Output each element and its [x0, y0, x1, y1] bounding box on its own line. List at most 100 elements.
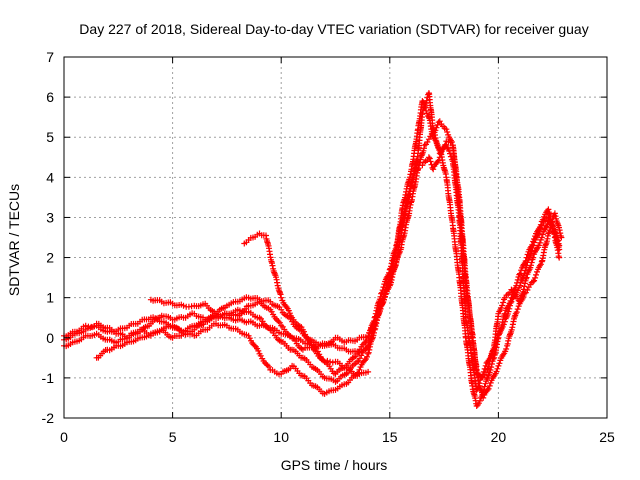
data-point-interp [514, 279, 520, 286]
x-tick-label: 0 [60, 429, 68, 445]
data-point-interp [379, 287, 386, 294]
data-point-interp [483, 376, 490, 383]
data-point-interp [435, 157, 442, 164]
data-point-interp [386, 269, 392, 276]
data-point-interp [386, 281, 393, 288]
data-point [486, 382, 493, 389]
x-tick-label: 10 [273, 429, 289, 445]
data-point-interp [372, 319, 378, 326]
data-point [378, 290, 385, 297]
data-point-interp [301, 328, 307, 335]
data-point-interp [476, 397, 483, 404]
data-point [436, 154, 443, 161]
data-point-interp [375, 311, 381, 318]
data-point [278, 294, 285, 301]
data-point [82, 322, 89, 329]
data-point [365, 368, 372, 375]
y-tick-label: 2 [46, 250, 54, 266]
data-point-interp [536, 239, 543, 246]
data-point-interp [516, 271, 523, 278]
data-point-interp [507, 302, 513, 309]
data-point-interp [537, 261, 544, 268]
data-point-interp [324, 357, 331, 364]
y-tick-label: 1 [46, 290, 54, 306]
data-point-interp [548, 221, 555, 228]
data-point-interp [448, 139, 455, 145]
y-tick-label: 5 [46, 129, 54, 145]
y-tick-label: -2 [42, 410, 55, 426]
data-point-interp [481, 383, 488, 390]
data-point-interp [423, 97, 430, 104]
data-point-interp [499, 302, 506, 309]
data-point [443, 126, 450, 133]
data-point-interp [539, 231, 546, 238]
data-point [530, 278, 537, 285]
data-point-interp [434, 121, 441, 128]
axis-ticks: 0 5 10 15 20 25 -2 -1 0 1 2 3 4 5 6 7 [42, 49, 615, 445]
data-point-interp [524, 287, 531, 293]
data-point [501, 318, 508, 325]
x-axis-label: GPS time / hours [281, 457, 388, 473]
data-point [545, 230, 552, 237]
data-point-interp [528, 247, 535, 254]
y-tick-label: 4 [46, 169, 54, 185]
data-point-interp [528, 259, 535, 266]
data-point-interp [381, 294, 388, 301]
data-point [556, 254, 563, 261]
data-point-interp [266, 363, 272, 370]
data-point-interp [373, 317, 379, 323]
data-point-interp [442, 141, 449, 148]
data-point [517, 282, 524, 289]
data-point-interp [509, 324, 516, 331]
data-points [61, 90, 565, 409]
data-point-interp [521, 270, 528, 277]
data-point [180, 302, 187, 309]
data-point-interp [394, 256, 400, 263]
data-point-interp [533, 271, 539, 278]
data-point-interp [255, 347, 262, 354]
data-point [530, 254, 537, 261]
data-point-interp [382, 291, 389, 298]
data-point [523, 274, 530, 281]
data-point [556, 242, 563, 249]
data-point-interp [493, 368, 500, 375]
data-point-interp [387, 276, 394, 283]
data-point [425, 154, 432, 161]
y-axis-label: SDTVAR / TECUs [6, 184, 22, 296]
data-point [430, 166, 437, 173]
data-point-interp [444, 129, 451, 135]
data-point-interp [509, 287, 516, 294]
y-tick-label: 7 [46, 49, 54, 65]
data-point-interp [286, 310, 293, 317]
data-point [419, 110, 426, 117]
data-point-interp [496, 360, 503, 367]
data-point [365, 344, 372, 351]
data-point-interp [547, 224, 554, 231]
plot-border [63, 56, 608, 419]
chart-title: Day 227 of 2018, Sidereal Day-to-day VTE… [79, 21, 588, 37]
data-point-interp [426, 155, 433, 162]
data-point-interp [514, 306, 521, 313]
data-point-interp [494, 365, 501, 372]
data-point-interp [327, 358, 334, 365]
data-point-interp [433, 124, 440, 131]
data-point-interp [503, 346, 510, 352]
data-point-interp [485, 385, 492, 392]
data-point-interp [505, 308, 512, 315]
data-point [375, 310, 382, 317]
data-point-interp [396, 250, 403, 257]
data-point-interp [520, 294, 527, 300]
data-point-interp [532, 274, 539, 281]
y-tick-label: 0 [46, 330, 54, 346]
data-point-interp [385, 282, 392, 289]
data-point-interp [484, 387, 491, 393]
data-point [558, 234, 565, 241]
data-point-interp [507, 299, 514, 306]
x-tick-label: 15 [382, 429, 398, 445]
data-point-interp [521, 283, 528, 290]
data-point-interp [500, 321, 507, 328]
data-point-interp [393, 259, 400, 266]
x-tick-label: 5 [169, 429, 177, 445]
